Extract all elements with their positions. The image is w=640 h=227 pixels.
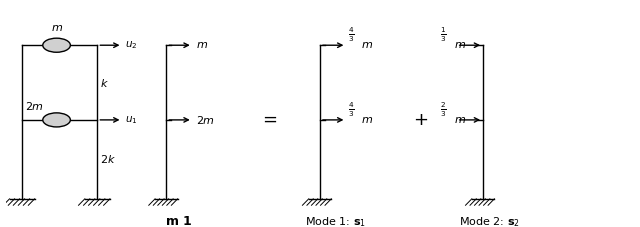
Text: Mode 1: $\mathbf{s}_1$: Mode 1: $\mathbf{s}_1$ — [305, 215, 366, 227]
Text: $k$: $k$ — [100, 76, 109, 89]
Text: $2m$: $2m$ — [196, 114, 215, 126]
Text: Mode 2: $\mathbf{s}_2$: Mode 2: $\mathbf{s}_2$ — [459, 215, 520, 227]
Text: $2k$: $2k$ — [100, 153, 116, 165]
Text: $2m$: $2m$ — [25, 100, 44, 112]
Ellipse shape — [43, 113, 70, 127]
Text: $u_2$: $u_2$ — [125, 39, 138, 51]
Text: $\frac{1}{3}$: $\frac{1}{3}$ — [440, 26, 447, 44]
Text: $m$: $m$ — [362, 40, 374, 50]
Text: $\frac{4}{3}$: $\frac{4}{3}$ — [348, 100, 354, 119]
Text: $u_1$: $u_1$ — [125, 114, 138, 126]
Text: $\bf{m\ 1}$: $\bf{m\ 1}$ — [165, 215, 193, 227]
Text: $m$: $m$ — [362, 115, 374, 125]
Text: +: + — [413, 111, 428, 129]
Text: =: = — [262, 111, 277, 129]
Text: $m$: $m$ — [51, 23, 63, 33]
Text: $\frac{2}{3}$: $\frac{2}{3}$ — [440, 100, 447, 119]
Ellipse shape — [43, 38, 70, 52]
Text: $\frac{4}{3}$: $\frac{4}{3}$ — [348, 26, 354, 44]
Text: $m$: $m$ — [454, 115, 467, 125]
Text: $m$: $m$ — [196, 40, 208, 50]
Text: $m$: $m$ — [454, 40, 467, 50]
